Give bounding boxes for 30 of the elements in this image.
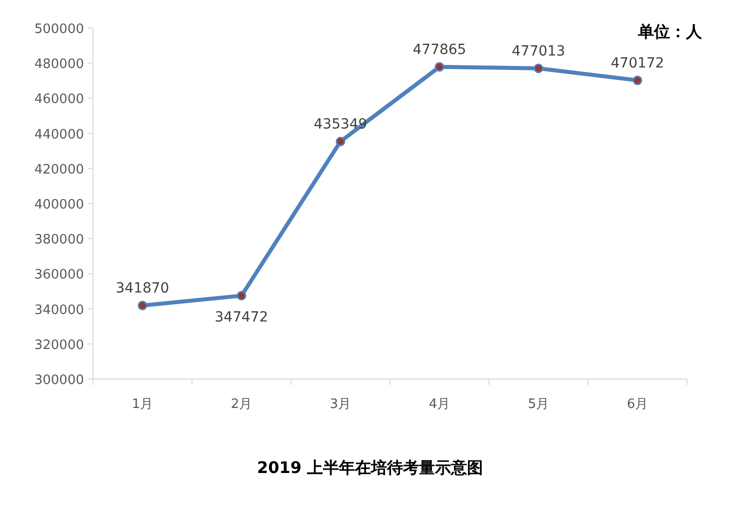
- annotation: 单位：人: [637, 22, 703, 41]
- point: [434, 62, 444, 72]
- x-tick-label: 1月: [132, 397, 154, 412]
- y-tick-label: 420000: [34, 162, 84, 178]
- x-tick-label: 6月: [626, 397, 648, 412]
- x-tick-label: 4月: [428, 397, 450, 412]
- data-label: 477013: [512, 43, 566, 60]
- point: [336, 136, 346, 146]
- y-tick-label: 480000: [34, 57, 84, 72]
- point: [138, 300, 148, 310]
- y-tick-label: 500000: [34, 22, 84, 37]
- y-tick-label: 360000: [34, 268, 84, 283]
- y-tick-label: 400000: [34, 198, 84, 212]
- text: 2019 上半年在培待考量示意图: [256, 458, 484, 477]
- x-tick-label: 2月: [230, 397, 252, 412]
- data-label: 470172: [610, 55, 664, 72]
- y-tick-label: 340000: [34, 302, 84, 318]
- y-tick-label: 380000: [34, 232, 84, 248]
- data-label: 341870: [116, 280, 170, 297]
- y-tick-label: 320000: [34, 338, 84, 353]
- y-tick-label: 440000: [34, 127, 84, 142]
- point: [236, 290, 246, 300]
- data-label: 347472: [214, 310, 268, 326]
- y-tick-label: 460000: [34, 92, 84, 108]
- point: [534, 64, 544, 74]
- y-tick-label: 300000: [34, 373, 84, 388]
- point: [632, 76, 642, 86]
- x-tick-label: 5月: [528, 397, 550, 412]
- data-label: 477865: [412, 42, 466, 58]
- x-tick-label: 3月: [330, 397, 352, 412]
